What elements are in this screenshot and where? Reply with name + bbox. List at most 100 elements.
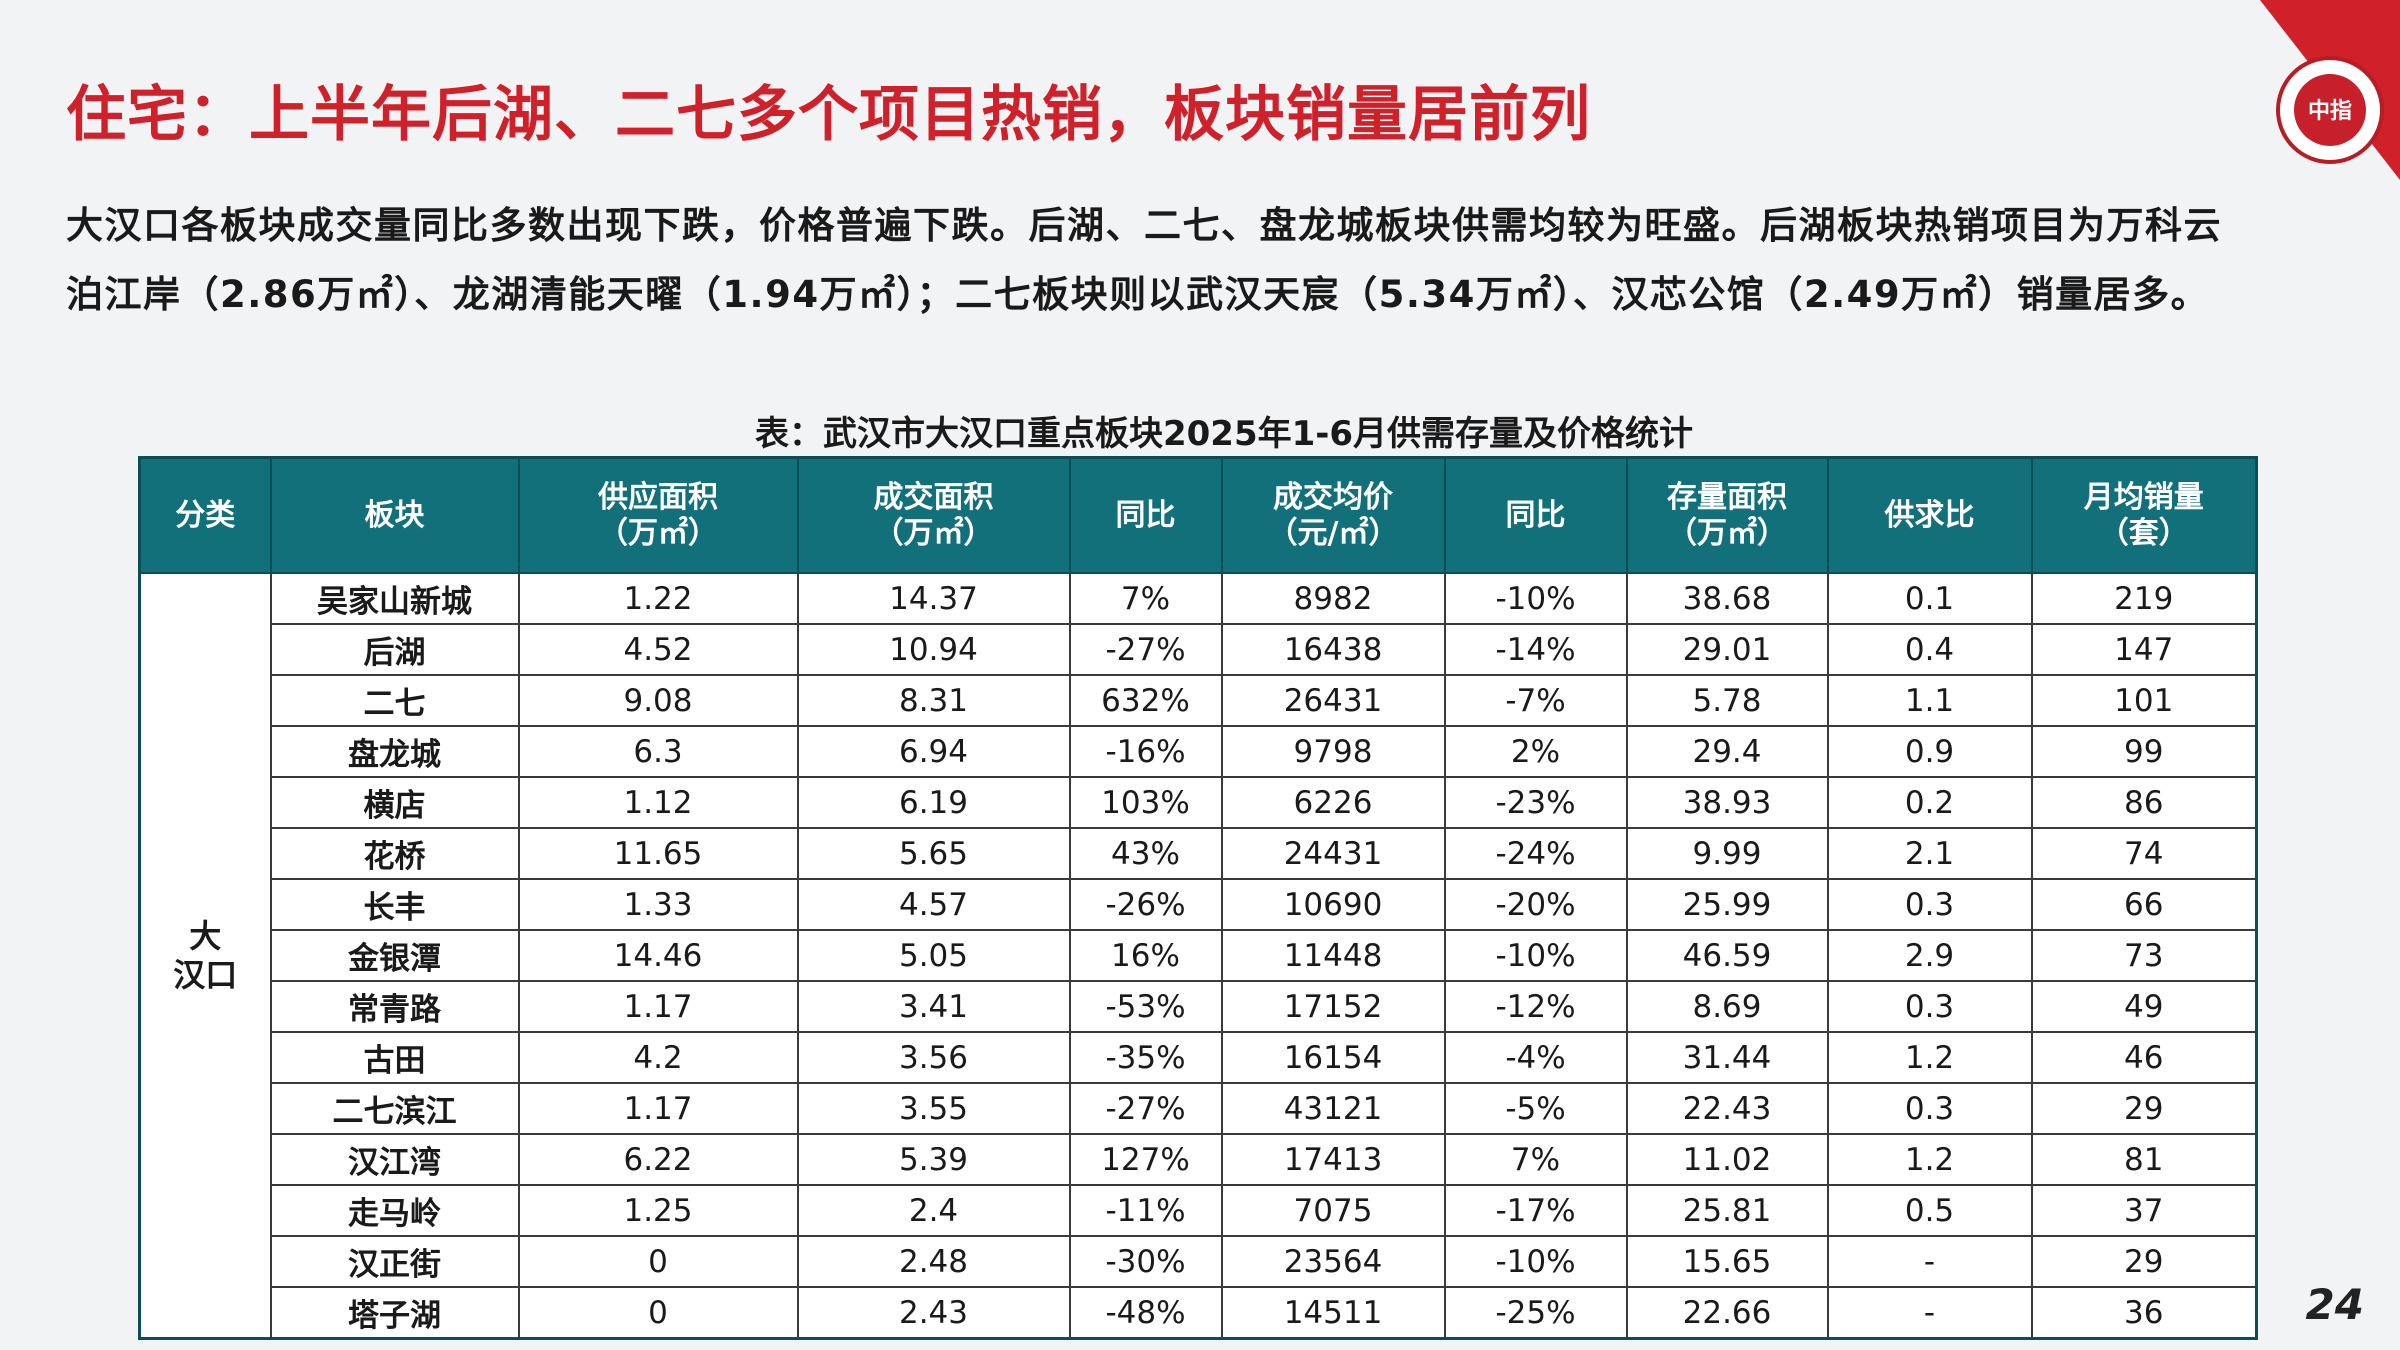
value-cell: 219 xyxy=(2030,572,2258,625)
value-cell: 7% xyxy=(1068,572,1223,625)
value-cell: 7% xyxy=(1443,1133,1628,1186)
table-row: 走马岭 1.25 2.4 -11% 7075 -17% 25.81 0.5 37 xyxy=(140,1184,2258,1237)
value-cell: -53% xyxy=(1068,980,1223,1033)
value-cell: -10% xyxy=(1443,929,1628,982)
value-cell: -16% xyxy=(1068,725,1223,778)
value-cell: 0.3 xyxy=(1826,980,2033,1033)
corner-decoration: 中指 xyxy=(2260,0,2400,180)
value-cell: 2.43 xyxy=(796,1286,1071,1340)
value-cell: -23% xyxy=(1443,776,1628,829)
logo-inner xyxy=(2294,74,2366,146)
header-cell: 供应面积 （万㎡） xyxy=(517,456,799,574)
value-cell: 1.1 xyxy=(1826,674,2033,727)
value-cell: 0.2 xyxy=(1826,776,2033,829)
table-row: 汉正街 0 2.48 -30% 23564 -10% 15.65-29 xyxy=(140,1235,2258,1288)
header-line: 存量面积 xyxy=(1667,479,1787,515)
value-cell: 2.4 xyxy=(796,1184,1071,1237)
header-line: （元/㎡） xyxy=(1267,515,1399,551)
table-row: 塔子湖 0 2.43 -48% 14511 -25% 22.66-36 xyxy=(140,1286,2258,1340)
value-cell: 5.65 xyxy=(796,827,1071,880)
value-cell: -25% xyxy=(1443,1286,1628,1340)
value-cell: 16% xyxy=(1068,929,1223,982)
value-cell: 5.05 xyxy=(796,929,1071,982)
value-cell: 632% xyxy=(1068,674,1223,727)
value-cell: 22.43 xyxy=(1625,1082,1829,1135)
block-cell: 横店 xyxy=(269,776,520,829)
value-cell: 46.59 xyxy=(1625,929,1829,982)
value-cell: 22.66 xyxy=(1625,1286,1829,1340)
value-cell: -26% xyxy=(1068,878,1223,931)
value-cell: -10% xyxy=(1443,572,1628,625)
header-cell: 分类 xyxy=(138,456,272,574)
value-cell: 1.17 xyxy=(517,980,799,1033)
value-cell: 24431 xyxy=(1220,827,1446,880)
value-cell: -24% xyxy=(1443,827,1628,880)
value-cell: 101 xyxy=(2030,674,2258,727)
header-line: （万㎡） xyxy=(1667,515,1787,551)
value-cell: 0.9 xyxy=(1826,725,2033,778)
value-cell: 0.4 xyxy=(1826,623,2033,676)
value-cell: 26431 xyxy=(1220,674,1446,727)
header-cell: 成交均价 （元/㎡） xyxy=(1220,456,1446,574)
value-cell: 2.48 xyxy=(796,1235,1071,1288)
value-cell: 127% xyxy=(1068,1133,1223,1186)
value-cell: 43% xyxy=(1068,827,1223,880)
value-cell: 14.37 xyxy=(796,572,1071,625)
table-row: 大汉口 吴家山新城 1.22 14.37 7% 8982 -10% 38.68 0.1 219 xyxy=(138,572,2258,1340)
category-line: 大 xyxy=(189,917,222,956)
value-cell: 9.08 xyxy=(517,674,799,727)
value-cell: -5% xyxy=(1443,1082,1628,1135)
header-line: （套） xyxy=(2098,515,2189,551)
value-cell: 7075 xyxy=(1220,1184,1446,1237)
slide-title: 住宅：上半年后湖、二七多个项目热销，板块销量居前列 xyxy=(66,80,1591,150)
value-cell: 9798 xyxy=(1220,725,1446,778)
value-cell: 17413 xyxy=(1220,1133,1446,1186)
value-cell: 16154 xyxy=(1220,1031,1446,1084)
value-cell: 99 xyxy=(2030,725,2258,778)
value-cell: 2.1 xyxy=(1826,827,2033,880)
value-cell: 8.69 xyxy=(1625,980,1829,1033)
header-cell: 月均销量 （套） xyxy=(2030,456,2258,574)
value-cell: 38.93 xyxy=(1625,776,1829,829)
value-cell: 1.12 xyxy=(517,776,799,829)
header-cell: 同比 xyxy=(1068,456,1223,574)
value-cell: 11448 xyxy=(1220,929,1446,982)
block-cell: 走马岭 xyxy=(269,1184,520,1237)
block-cell: 后湖 xyxy=(269,623,520,676)
value-cell: 6226 xyxy=(1220,776,1446,829)
header-line: 同比 xyxy=(1115,497,1176,533)
table-row: 常青路 1.17 3.41 -53% 17152 -12% 8.69 0.3 49 xyxy=(140,980,2258,1033)
value-cell: 25.81 xyxy=(1625,1184,1829,1237)
value-cell: 6.19 xyxy=(796,776,1071,829)
logo-text: 中指 xyxy=(2308,99,2352,124)
block-cell: 汉江湾 xyxy=(269,1133,520,1186)
value-cell: 29 xyxy=(2030,1082,2258,1135)
value-cell: 0 xyxy=(517,1286,799,1340)
value-cell: 17152 xyxy=(1220,980,1446,1033)
table-row: 二七滨江 1.17 3.55 -27% 43121 -5% 22.43 0.3 29 xyxy=(140,1082,2258,1135)
table-row: 横店 1.12 6.19 103% 6226 -23% 38.93 0.2 86 xyxy=(140,776,2258,829)
value-cell: 0.5 xyxy=(1826,1184,2033,1237)
header-line: 供求比 xyxy=(1884,497,1975,533)
value-cell: -35% xyxy=(1068,1031,1223,1084)
header-line: 供应面积 xyxy=(598,479,718,515)
header-line: （万㎡） xyxy=(873,515,994,551)
value-cell: 11.02 xyxy=(1625,1133,1829,1186)
value-cell: 1.22 xyxy=(517,572,799,625)
value-cell: 6.94 xyxy=(796,725,1071,778)
category-line: 汉口 xyxy=(173,955,238,994)
value-cell: 29 xyxy=(2030,1235,2258,1288)
header-line: 板块 xyxy=(364,497,425,533)
value-cell: -4% xyxy=(1443,1031,1628,1084)
value-cell: 15.65 xyxy=(1625,1235,1829,1288)
value-cell: 14511 xyxy=(1220,1286,1446,1340)
value-cell: 46 xyxy=(2030,1031,2258,1084)
value-cell: 49 xyxy=(2030,980,2258,1033)
value-cell: -27% xyxy=(1068,1082,1223,1135)
value-cell: 38.68 xyxy=(1625,572,1829,625)
table-row: 长丰 1.33 4.57 -26% 10690 -20% 25.99 0.3 66 xyxy=(140,878,2258,931)
value-cell: 29.4 xyxy=(1625,725,1829,778)
value-cell: 10690 xyxy=(1220,878,1446,931)
block-cell: 金银潭 xyxy=(269,929,520,982)
value-cell: 1.25 xyxy=(517,1184,799,1237)
